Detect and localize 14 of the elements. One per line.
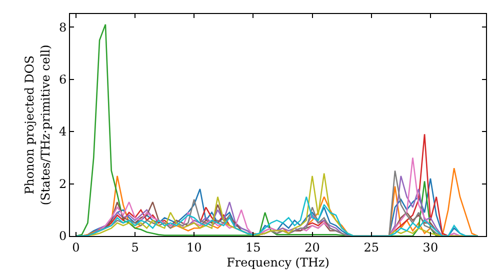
x-tick-label: 25 <box>364 240 379 254</box>
x-tick-label: 0 <box>72 240 80 254</box>
y-axis-title: Phonon projected DOS (States/THz·primitive cell) <box>22 44 52 206</box>
y-tick-label: 2 <box>58 176 67 191</box>
x-axis-title: Frequency (THz) <box>226 255 330 270</box>
x-tick-label: 30 <box>422 240 438 254</box>
x-tick-label: 10 <box>186 240 202 254</box>
y-tick-label: 8 <box>58 20 67 34</box>
y-tick-label: 6 <box>58 72 67 86</box>
y-tick-label: 4 <box>58 124 67 139</box>
x-tick-label: 20 <box>304 240 320 254</box>
x-tick-label: 15 <box>246 240 261 254</box>
x-tick-label: 5 <box>131 240 139 254</box>
y-tick-label: 0 <box>58 229 67 244</box>
